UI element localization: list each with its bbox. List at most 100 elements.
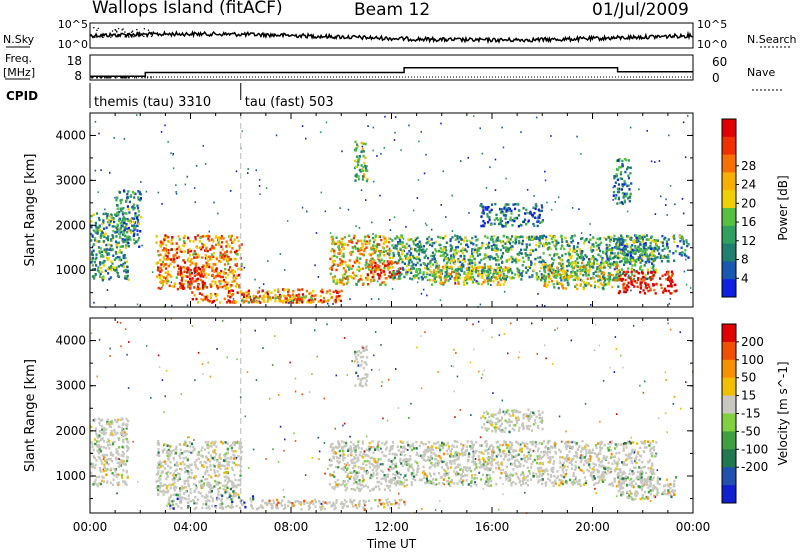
heatmap-cell [628, 251, 631, 254]
heatmap-cell [602, 273, 605, 276]
heatmap-cell [314, 294, 317, 297]
heatmap-cell [358, 261, 361, 265]
heatmap-cell [547, 269, 550, 272]
heatmap-cell [518, 251, 521, 254]
heatmap-cell [654, 257, 657, 261]
heatmap-cell [471, 275, 475, 279]
heatmap-cell [208, 235, 211, 238]
heatmap-cell [207, 505, 210, 508]
heatmap-cell [215, 452, 218, 456]
heatmap-cell [624, 274, 627, 277]
heatmap-cell [494, 249, 497, 252]
heatmap-cell [197, 266, 200, 270]
heatmap-cell [363, 235, 367, 239]
heatmap-cell [439, 278, 442, 282]
heatmap-cell [198, 240, 202, 243]
heatmap-cell [162, 256, 165, 259]
heatmap-cell [362, 485, 365, 488]
heatmap-cell [354, 245, 357, 248]
heatmap-cell [455, 272, 458, 275]
heatmap-cell [214, 440, 217, 444]
heatmap-cell [93, 277, 96, 280]
heatmap-cell [157, 440, 160, 443]
heatmap-cell [227, 268, 230, 272]
heatmap-cell [603, 266, 606, 269]
heatmap-cell [631, 283, 634, 287]
heatmap-cell [249, 497, 252, 500]
heatmap-cell [107, 218, 111, 222]
heatmap-cell [180, 250, 183, 254]
heatmap-cell [399, 239, 402, 243]
heatmap-cell [641, 240, 645, 243]
heatmap-cell [296, 288, 300, 291]
heatmap-cell [100, 250, 103, 254]
noise-search-dot [139, 34, 141, 36]
heatmap-cell [224, 455, 227, 458]
heatmap-cell [102, 240, 105, 243]
heatmap-cell [643, 243, 646, 246]
heatmap-cell [342, 247, 345, 251]
heatmap-cell [296, 297, 299, 301]
colorbar-swatch [722, 243, 736, 262]
heatmap-cell [206, 477, 209, 481]
heatmap-cell [339, 262, 342, 265]
heatmap-cell [125, 237, 128, 241]
heatmap-cell [482, 212, 485, 215]
heatmap-cell [435, 275, 438, 279]
heatmap-cell [459, 254, 462, 258]
heatmap-cell [226, 294, 230, 298]
heatmap-cell [574, 273, 578, 276]
heatmap-cell [355, 241, 358, 245]
heatmap-cell [496, 283, 499, 287]
noise-search-dot [131, 36, 133, 38]
heatmap-cell [157, 451, 160, 454]
heatmap-cell [346, 243, 349, 247]
heatmap-cell [335, 501, 338, 504]
heatmap-cell [574, 248, 577, 251]
heatmap-cell [509, 242, 512, 245]
heatmap-cell [224, 287, 227, 290]
heatmap-cell [197, 498, 200, 502]
heatmap-cell [220, 506, 223, 509]
heatmap-cell [645, 234, 649, 237]
heatmap-cell [602, 275, 605, 278]
heatmap-cell [661, 255, 664, 258]
noise-search-dot [127, 33, 129, 35]
heatmap-noise-cell [402, 237, 405, 240]
heatmap-cell [639, 237, 642, 240]
heatmap-cell [99, 261, 102, 264]
heatmap-cell [584, 284, 587, 287]
heatmap-cell [623, 263, 626, 266]
heatmap-cell [455, 246, 458, 249]
heatmap-cell [489, 211, 492, 214]
heatmap-cell [362, 165, 365, 169]
heatmap-cell [370, 248, 373, 251]
heatmap-cell [360, 239, 363, 242]
heatmap-cell [499, 211, 502, 214]
heatmap-cell [362, 462, 365, 466]
heatmap-cell [94, 273, 97, 276]
heatmap-cell [99, 272, 102, 276]
heatmap-cell [667, 277, 670, 280]
heatmap-cell [387, 249, 390, 252]
heatmap-cell [574, 260, 577, 263]
heatmap-cell [193, 286, 196, 289]
heatmap-cell [227, 461, 230, 464]
heatmap-cell [297, 295, 301, 298]
heatmap-noise-cell [388, 247, 391, 250]
heatmap-cell [607, 282, 610, 286]
heatmap-cell [116, 244, 119, 247]
heatmap-cell [471, 236, 474, 240]
noise-search-dot [111, 30, 114, 32]
heatmap-cell [366, 169, 369, 173]
heatmap-cell [125, 212, 128, 215]
heatmap-cell [617, 285, 620, 288]
heatmap-cell [685, 241, 688, 244]
heatmap-cell [347, 480, 350, 483]
heatmap-cell [533, 262, 537, 266]
heatmap-cell [287, 500, 290, 503]
freq-unit-label: [MHz] [3, 66, 35, 79]
heatmap-cell [342, 276, 345, 280]
heatmap-cell [122, 254, 125, 257]
heatmap-cell [224, 458, 227, 461]
